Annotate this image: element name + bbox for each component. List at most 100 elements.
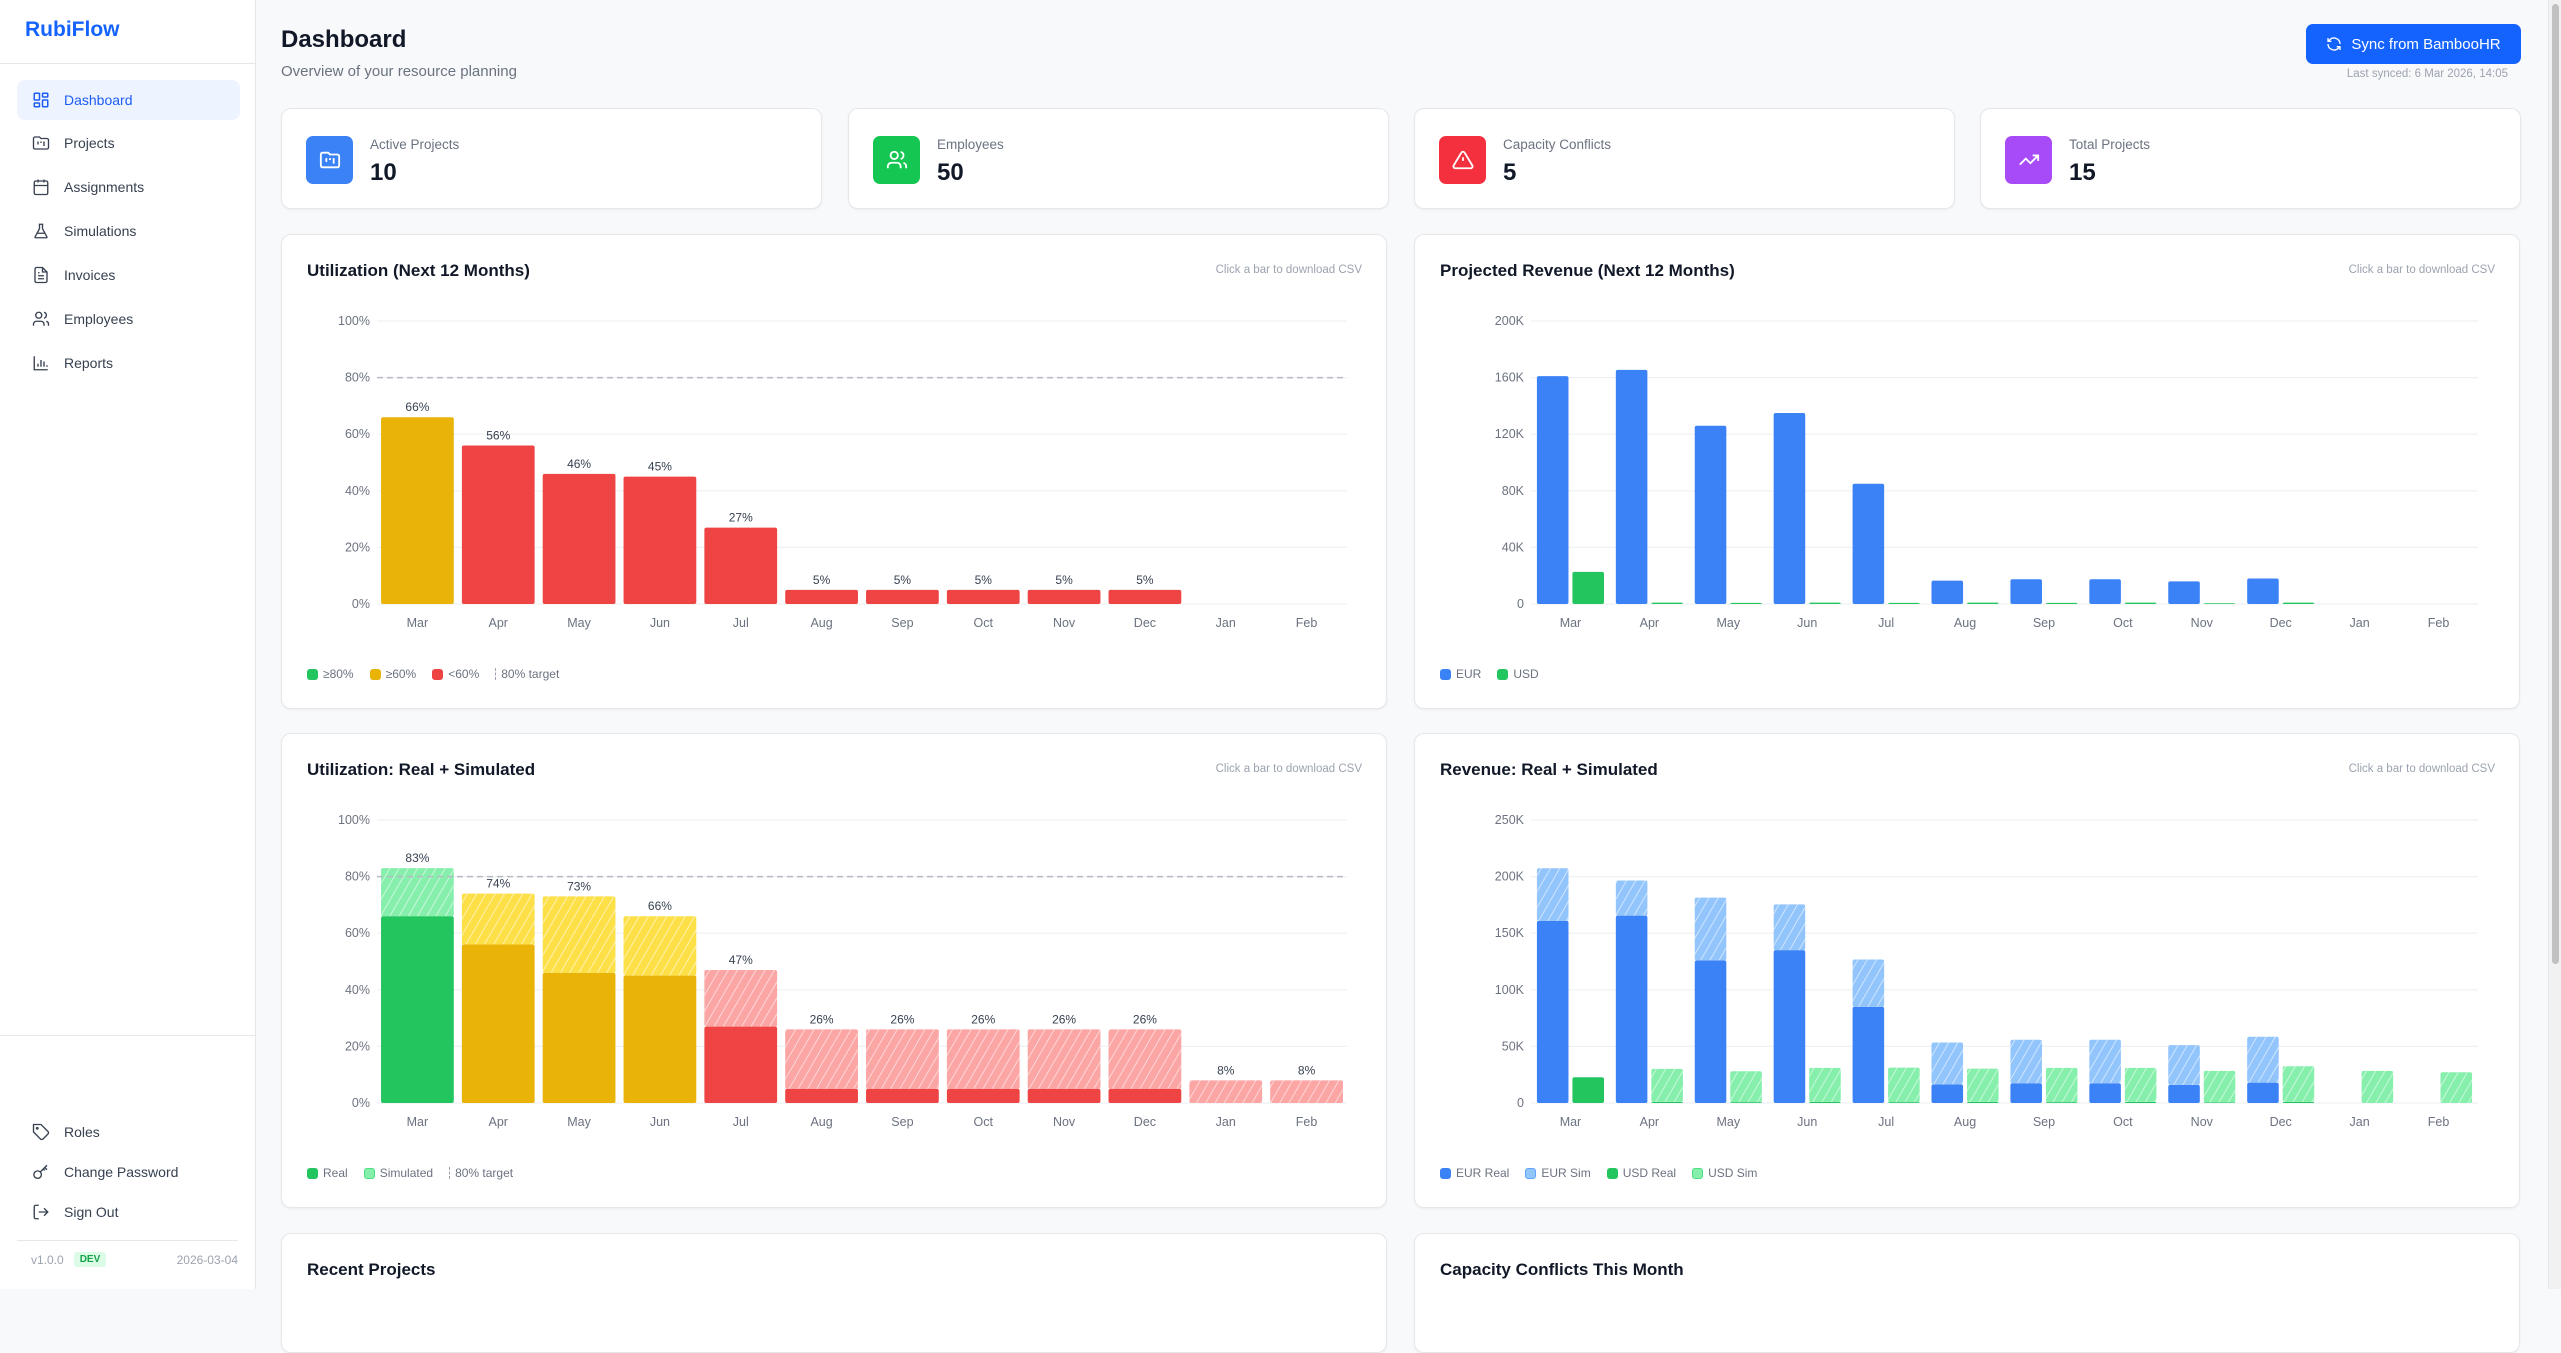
bar-eur-sim-hatch[interactable] [1852,959,1885,1007]
bar-real[interactable] [704,1026,778,1103]
bar-usd-real[interactable] [2203,1102,2236,1103]
bar-usd-real[interactable] [2282,1101,2315,1103]
bar-utilization[interactable] [946,589,1020,604]
sidebar-item-invoices[interactable]: Invoices [17,255,240,295]
bar-usd[interactable] [2203,603,2236,604]
bar-simulated-hatch[interactable] [1108,1029,1182,1089]
sidebar-item-dashboard[interactable]: Dashboard [17,80,240,120]
bar-eur[interactable] [2168,581,2200,604]
bar-usd-real[interactable] [1651,1101,1683,1103]
bar-eur-sim-hatch[interactable] [1931,1042,1964,1085]
bar-usd-sim-hatch[interactable] [1809,1067,1841,1102]
bar-eur-real[interactable] [2247,1082,2279,1103]
bar-usd-sim-hatch[interactable] [1888,1067,1920,1103]
bar-simulated-hatch[interactable] [623,916,697,976]
bar-eur-sim-hatch[interactable] [1773,904,1806,951]
bar-eur[interactable] [1694,425,1727,604]
bar-simulated-hatch[interactable] [785,1029,858,1089]
bar-simulated-hatch[interactable] [542,896,616,973]
bar-eur-sim-hatch[interactable] [2089,1039,2121,1084]
bar-eur-sim-hatch[interactable] [1615,880,1648,916]
bar-usd-sim-hatch[interactable] [1730,1071,1762,1103]
bar-usd[interactable] [2124,602,2157,604]
bar-utilization[interactable] [785,589,858,604]
bar-usd[interactable] [1651,602,1683,604]
bar-real[interactable] [381,916,454,1103]
bar-simulated-hatch[interactable] [946,1029,1020,1089]
bar-usd-sim-hatch[interactable] [1651,1068,1683,1102]
bar-eur-real[interactable] [1536,920,1569,1103]
bar-eur[interactable] [1852,483,1885,604]
bar-real[interactable] [866,1088,939,1103]
bar-usd-real[interactable] [1967,1101,1999,1103]
sync-bamboohr-button[interactable]: Sync from BambooHR [2306,24,2521,64]
bar-utilization[interactable] [1108,589,1182,604]
bar-eur-real[interactable] [2010,1083,2042,1103]
bar-usd-real[interactable] [2045,1102,2078,1103]
bar-eur[interactable] [1931,580,1964,604]
bar-eur[interactable] [2089,579,2121,604]
bar-usd-real[interactable] [1809,1101,1841,1103]
bar-eur-sim-hatch[interactable] [2168,1045,2200,1085]
bar-real[interactable] [1108,1088,1182,1103]
bar-usd-real[interactable] [1888,1102,1920,1103]
bar-eur-sim-hatch[interactable] [2247,1036,2279,1083]
bar-eur-sim-hatch[interactable] [1536,868,1569,921]
bar-simulated-hatch[interactable] [704,969,778,1027]
bar-utilization[interactable] [542,473,616,604]
bar-utilization[interactable] [461,445,535,604]
sidebar-item-simulations[interactable]: Simulations [17,211,240,251]
sidebar-item-assignments[interactable]: Assignments [17,167,240,207]
bar-usd[interactable] [1888,602,1920,604]
bar-real[interactable] [1027,1088,1101,1103]
bar-usd[interactable] [1809,602,1841,604]
bar-eur[interactable] [1536,376,1569,604]
bar-eur[interactable] [2247,578,2279,604]
bar-utilization[interactable] [866,589,939,604]
bar-simulated-hatch[interactable] [1027,1029,1101,1089]
scrollbar-thumb[interactable] [2552,4,2559,964]
bar-usd-sim-hatch[interactable] [2124,1067,2157,1102]
app-logo[interactable]: RubiFlow [25,18,120,41]
bar-usd[interactable] [1730,602,1762,604]
revenue-real-sim-chart[interactable]: 0 50K 100K 150K 200K 250K Mar Apr May Jun Jul Aug Se… [1415,734,2520,1208]
bar-eur[interactable] [2010,579,2042,604]
bar-real[interactable] [946,1088,1020,1103]
bar-usd-sim-hatch[interactable] [2361,1070,2394,1103]
bar-usd[interactable] [1572,571,1604,604]
sidebar-item-change-password[interactable]: Change Password [17,1152,240,1192]
bar-real[interactable] [785,1088,858,1103]
bar-eur-real[interactable] [1615,915,1648,1103]
bar-eur-real[interactable] [1931,1084,1964,1103]
bar-simulated-hatch[interactable] [1270,1080,1343,1103]
sidebar-item-sign-out[interactable]: Sign Out [17,1192,240,1232]
bar-eur-sim-hatch[interactable] [2010,1039,2042,1084]
bar-usd-sim-hatch[interactable] [2440,1072,2473,1103]
bar-usd-real[interactable] [1572,1077,1604,1103]
bar-eur[interactable] [1773,412,1806,604]
sidebar-item-roles[interactable]: Roles [17,1112,240,1152]
bar-eur[interactable] [1615,369,1648,604]
bar-usd-sim-hatch[interactable] [2045,1067,2078,1103]
bar-simulated-hatch[interactable] [461,893,535,945]
bar-utilization[interactable] [623,476,697,604]
bar-usd[interactable] [2045,602,2078,604]
bar-eur-real[interactable] [1773,950,1806,1103]
bar-usd[interactable] [1967,602,1999,604]
bar-simulated-hatch[interactable] [381,868,454,917]
bar-usd-real[interactable] [2124,1101,2157,1103]
bar-utilization[interactable] [1027,589,1101,604]
revenue-chart[interactable]: 0 40K 80K 120K 160K 200K Mar Apr May Jun Jul Aug Sep… [1415,235,2520,709]
bar-real[interactable] [623,975,697,1103]
bar-usd[interactable] [2282,602,2315,604]
bar-usd-sim-hatch[interactable] [2282,1066,2315,1102]
sidebar-item-projects[interactable]: Projects [17,123,240,163]
bar-real[interactable] [542,972,616,1103]
bar-utilization[interactable] [704,527,778,604]
bar-usd-real[interactable] [1730,1102,1762,1103]
bar-utilization[interactable] [381,417,454,604]
utilization-chart[interactable]: 0% 20% 40% 60% 80% 100% Mar Apr May Jun Jul Aug Sep O… [282,235,1387,709]
bar-usd-sim-hatch[interactable] [1967,1068,1999,1102]
bar-eur-real[interactable] [1694,960,1727,1103]
sidebar-item-reports[interactable]: Reports [17,343,240,383]
